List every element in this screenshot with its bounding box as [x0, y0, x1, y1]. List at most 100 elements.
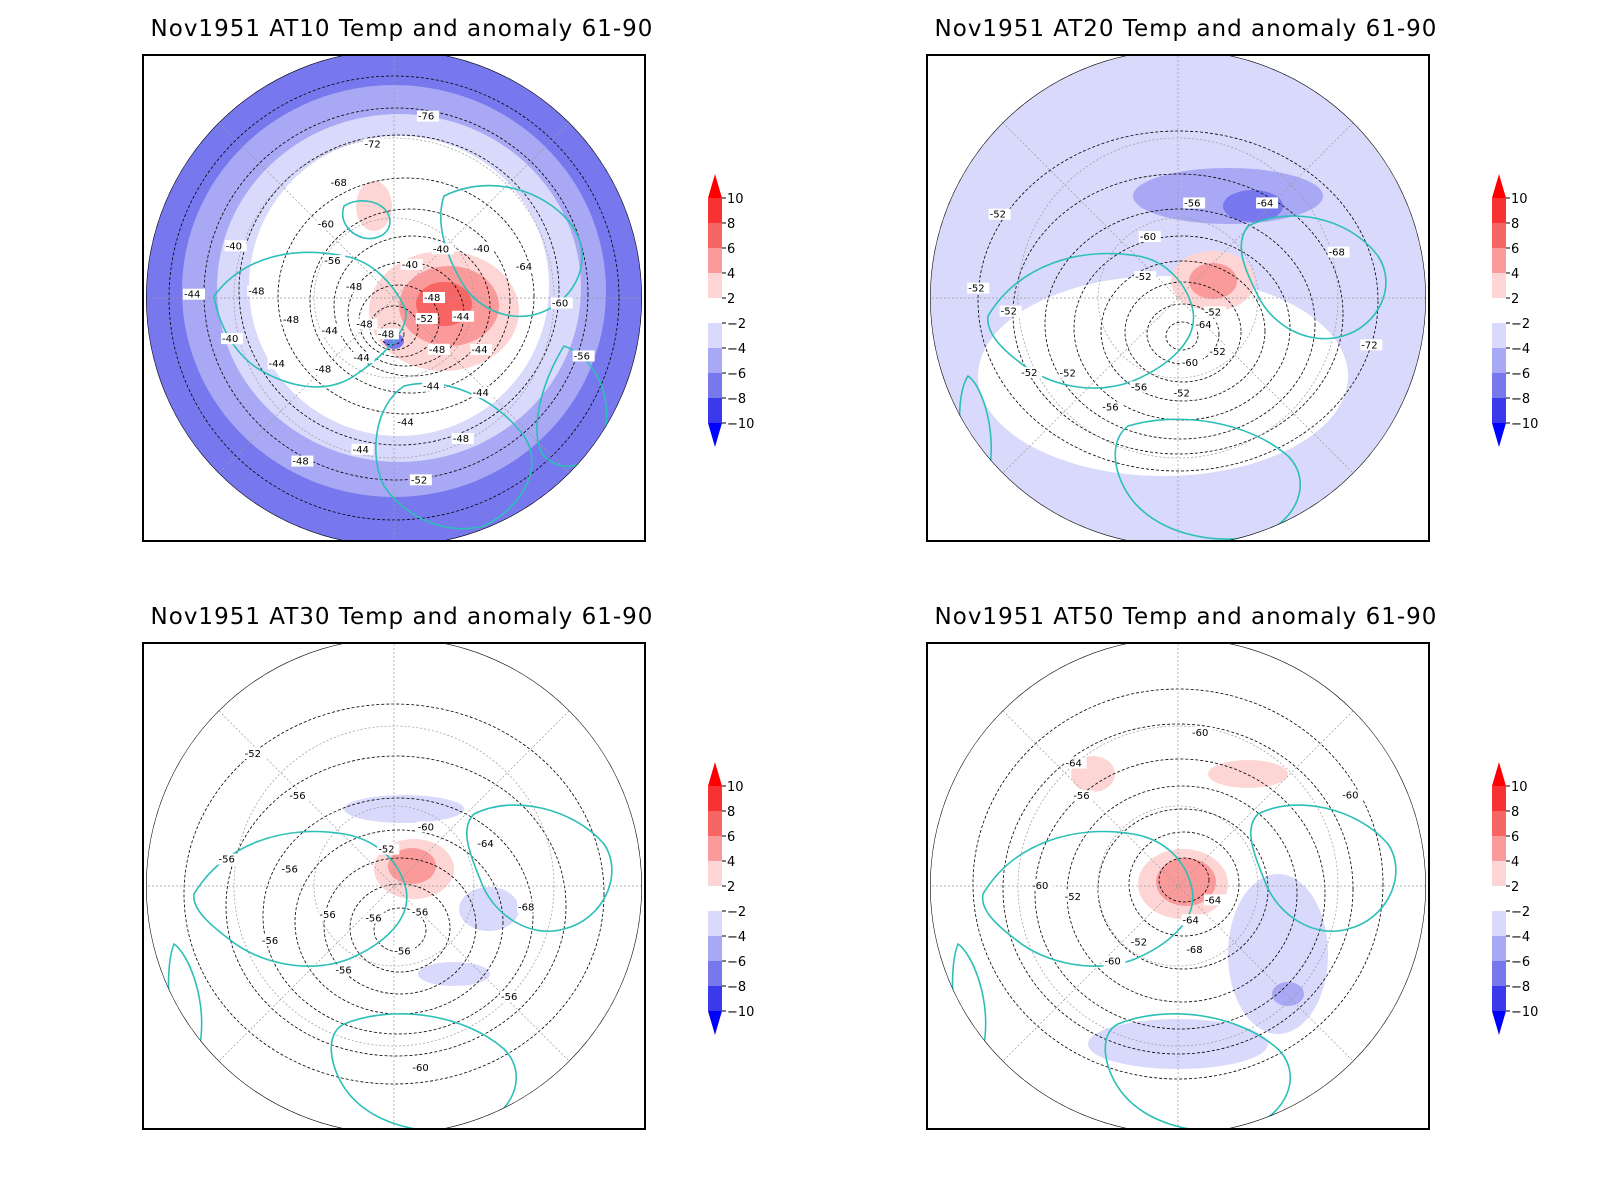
contour-label-bg: [320, 324, 343, 336]
colorbar-band: [1492, 886, 1506, 911]
graticule: [930, 56, 1426, 540]
contour-label: -40: [473, 244, 489, 255]
colorbar-band: [708, 348, 722, 373]
map-panel-at50: Nov1951 AT50 Temp and anomaly 61-90: [926, 604, 1538, 1164]
colorbar-tick-label: 6: [1511, 830, 1519, 845]
map-panel-at30: Nov1951 AT30 Temp and anomaly 61-90: [142, 604, 754, 1164]
contour-label-bg: [415, 313, 438, 325]
contour-label-bg: [416, 821, 439, 833]
contour-label-bg: [431, 243, 454, 255]
colorbar-tick-label: 8: [727, 805, 735, 820]
contour-label: -40: [222, 334, 238, 345]
contour-label: -52: [968, 284, 984, 295]
contour-label: -60: [1104, 957, 1120, 968]
contour-label: -44: [473, 388, 489, 399]
anomaly-field: [978, 276, 1348, 476]
contour-label-bg: [1185, 944, 1208, 956]
contour-label-bg: [363, 138, 386, 150]
colorbar-band: [708, 223, 722, 248]
contour-label-bg: [1101, 401, 1124, 413]
colorbar-band: [1492, 811, 1506, 836]
colorbar-band: [1492, 861, 1506, 886]
contour-label-bg: [221, 333, 244, 345]
polar-map: -48 -44 -44 -44 -48 -52 -48 -44 -48 -44 -40 -44 -48-…: [142, 54, 646, 542]
contour-label: -56: [282, 865, 298, 876]
colorbar-tick-label: −6: [727, 955, 746, 970]
colorbar-tick-label: 6: [727, 242, 735, 257]
contour-label-bg: [423, 292, 445, 303]
colorbar-tick-label: 4: [1511, 267, 1519, 282]
contour-label: -48: [378, 329, 394, 340]
contour-label: -68: [518, 902, 534, 913]
contour-label: -52: [245, 749, 261, 760]
colorbar-tick-label: −10: [727, 1005, 754, 1020]
colorbar-band: [1492, 398, 1506, 423]
contour-label-bg: [999, 305, 1022, 317]
colorbar-tick-label: 2: [727, 292, 735, 307]
contour-label: -48: [453, 434, 469, 445]
anomaly-field: [344, 795, 464, 823]
contour-label: -60: [552, 299, 568, 310]
contour-label-bg: [1183, 197, 1206, 209]
colorbar-tick-label: −2: [727, 905, 746, 920]
contour-label: -44: [184, 290, 200, 301]
contour-label-bg: [243, 748, 266, 760]
colorbar-svg: 10 8 6 4 2 −2 −4 −6 −8 −10: [1492, 762, 1538, 1035]
contour-label-bg: [1327, 246, 1350, 258]
contour-labels: -48-44-44-44-48-52-48-44-48-44-40-44-48-…: [183, 110, 595, 486]
contour-label: -60: [318, 219, 334, 230]
contour-labels: -52 -52 -52 -56 -52 -52 -52 -60 -56 -64 -68 -72 -64 -…: [967, 197, 1383, 414]
contour-label-bg: [352, 351, 375, 363]
colorbar-band: [708, 298, 722, 323]
contour-label: -56: [335, 966, 351, 977]
contour-label-bg: [1360, 339, 1383, 351]
colorbar-band: [1492, 961, 1506, 986]
colorbar-tick-label: 4: [727, 855, 735, 870]
anomaly-field: [1189, 263, 1237, 299]
contour-label: -52: [1060, 368, 1076, 379]
contour-label: -56: [365, 914, 381, 925]
contour-label: -56: [1184, 198, 1200, 209]
contour-label-bg: [476, 837, 499, 849]
contour-label-bg: [514, 260, 537, 272]
anomaly-colorbar: 10 8 6 4 2 −2 −4 −6 −8 −10: [1488, 174, 1548, 454]
contour-label: -52: [1135, 272, 1151, 283]
colorbar-band: [1492, 836, 1506, 861]
colorbar-tick-label: −10: [727, 417, 754, 432]
contour-label-bg: [422, 380, 445, 392]
colorbar-svg: 10 8 6 4 2 −2 −4 −6 −8 −10: [708, 174, 754, 447]
contour-label-bg: [411, 1062, 434, 1074]
contour-label: -52: [1065, 892, 1081, 903]
colorbar-tick-label: 6: [1511, 242, 1519, 257]
contour-label: -64: [516, 262, 532, 273]
contour-label: -48: [248, 286, 264, 297]
contour-label-bg: [1064, 757, 1087, 769]
polar-map: -56 -56 -56 -56 -56 -52 -52 -60 -64 -68 -56 -60 -56 -…: [142, 642, 646, 1130]
anomaly-colorbar: 10 8 6 4 2 −2 −4 −6 −8 −10: [1488, 762, 1548, 1042]
contour-label: -64: [1257, 198, 1273, 209]
colorbar-tick-label: −8: [1511, 980, 1530, 995]
contour-label-bg: [452, 310, 475, 322]
colorbar-max-arrow: [1492, 174, 1506, 198]
colorbar-band: [1492, 323, 1506, 348]
colorbar-band: [1492, 248, 1506, 273]
contour-label: -72: [364, 139, 380, 150]
colorbar-band: [708, 961, 722, 986]
colorbar-min-arrow: [1492, 1011, 1506, 1035]
contour-label-bg: [572, 350, 595, 362]
colorbar-tick-label: 2: [1511, 292, 1519, 307]
contour-label-bg: [318, 909, 341, 921]
contour-label: -56: [1102, 403, 1118, 414]
contour-label: -68: [1186, 945, 1202, 956]
contour-label: -52: [411, 475, 427, 486]
contour-label: -48: [346, 282, 362, 293]
colorbar-tick-label: −2: [727, 317, 746, 332]
contour-label-bg: [517, 901, 540, 913]
polar-map-svg: -48-44-44-44-48-52-48-44-48-44-40-44-48-…: [146, 56, 642, 540]
colorbar-tick-label: −10: [1511, 417, 1538, 432]
contour-label: -56: [1073, 791, 1089, 802]
contour-label-bg: [334, 964, 357, 976]
colorbar-band: [708, 198, 722, 223]
contour-label: -44: [269, 359, 285, 370]
map-panel-at10: Nov1951 AT10 Temp and anomaly 61-90: [142, 16, 754, 576]
